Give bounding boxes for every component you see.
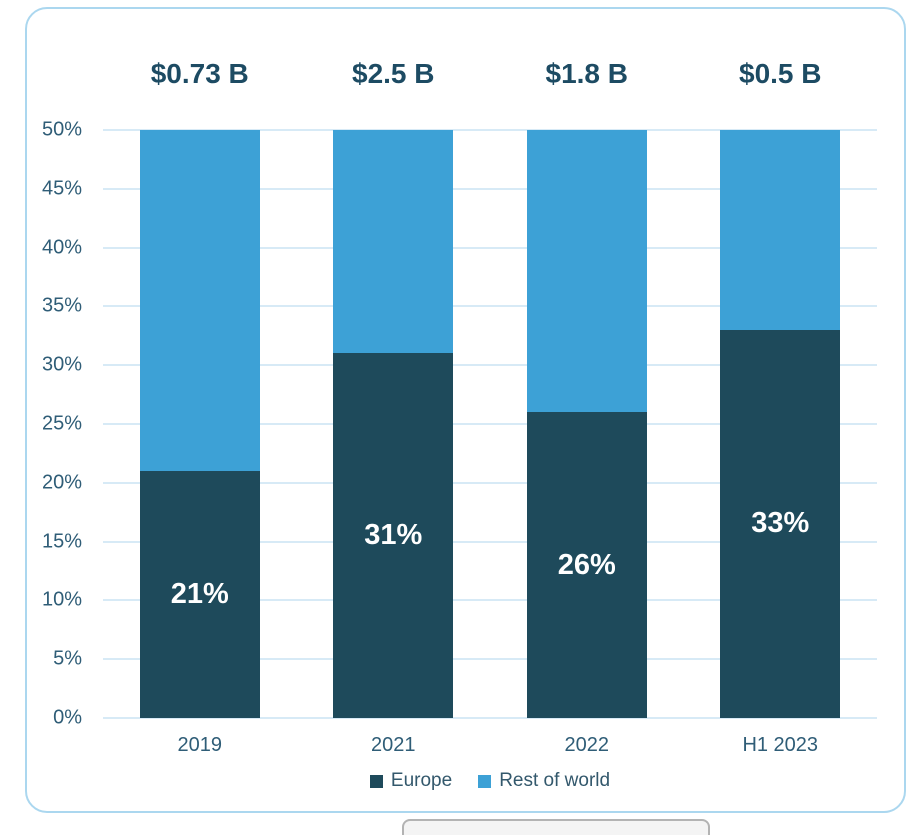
grid-line-40% xyxy=(103,246,877,249)
y-tick-label-50%: 50% xyxy=(41,118,82,141)
bar-total-labels: $0.73 B $2.5 B $1.8 B $0.5 B xyxy=(103,57,877,91)
bar-total-label-2019: $0.73 B xyxy=(150,58,249,89)
bar-column-2019: 21% xyxy=(139,130,260,718)
bar-segment-europe-2022: 26% xyxy=(526,412,647,718)
chart-card: $0.73 B $2.5 B $1.8 B $0.5 B 0% 5% 10% 15% 20% 2… xyxy=(25,7,906,813)
grid-line-45% xyxy=(103,187,877,190)
bar-value-label-2019: 21% xyxy=(170,578,229,611)
bar-total-label-2022: $1.8 B xyxy=(545,58,629,89)
grid-line-50% xyxy=(103,129,877,131)
y-tick-label-5%: 5% xyxy=(53,647,82,670)
legend-label-europe: Europe xyxy=(390,770,453,791)
bar-segment-europe-h1-2023: 33% xyxy=(720,329,841,718)
grid-line-30% xyxy=(103,364,877,367)
bar-segment-rest-of-world-2022 xyxy=(526,130,647,413)
grid-line-15% xyxy=(103,540,877,543)
legend-swatch-europe xyxy=(369,774,383,788)
grid-line-5% xyxy=(103,658,877,661)
bar-column-2022: 26% xyxy=(526,130,647,718)
legend-label-rest-of-world: Rest of world xyxy=(499,770,611,791)
x-tick-label-2019: 2019 xyxy=(177,734,223,756)
y-axis-tick-labels: 0% 5% 10% 15% 20% 25% 30% 35% 40% 45% 50% xyxy=(27,119,82,729)
bar-segment-rest-of-world-h1-2023 xyxy=(720,130,841,330)
y-tick-label-35%: 35% xyxy=(41,294,82,317)
grid-line-20% xyxy=(103,481,877,484)
partial-bottom-control[interactable] xyxy=(402,819,710,835)
grid-line-10% xyxy=(103,599,877,602)
bar-total-label-2021: $2.5 B xyxy=(352,58,435,89)
y-tick-label-15%: 15% xyxy=(41,530,82,553)
y-tick-label-0%: 0% xyxy=(53,706,82,729)
y-tick-label-25%: 25% xyxy=(41,412,82,435)
stacked-bar-plot-area: 21% 31% 26% 33% xyxy=(103,129,877,719)
bar-segment-europe-2021: 31% xyxy=(333,353,454,718)
bar-total-label-h1-2023: $0.5 B xyxy=(739,58,822,89)
bar-value-label-h1-2023: 33% xyxy=(751,507,810,540)
bar-segment-europe-2019: 21% xyxy=(139,471,260,718)
legend-item-europe: Europe xyxy=(369,770,453,792)
bar-segment-rest-of-world-2019 xyxy=(139,130,260,472)
y-tick-label-45%: 45% xyxy=(41,177,82,200)
grid-line-25% xyxy=(103,423,877,425)
bar-column-2021: 31% xyxy=(333,130,454,718)
x-tick-label-2021: 2021 xyxy=(371,734,416,756)
grid-line-0% xyxy=(103,717,877,719)
legend-item-rest-of-world: Rest of world xyxy=(478,770,610,792)
bar-column-h1-2023: 33% xyxy=(720,130,841,718)
bar-segment-rest-of-world-2021 xyxy=(333,130,454,354)
grid-line-35% xyxy=(103,305,877,308)
x-tick-label-h1-2023: H1 2023 xyxy=(742,734,819,756)
bar-value-label-2022: 26% xyxy=(557,548,616,581)
x-axis-tick-labels: 2019 2021 2022 H1 2023 xyxy=(103,732,877,758)
y-tick-label-10%: 10% xyxy=(41,588,82,611)
y-tick-label-40%: 40% xyxy=(41,236,82,259)
legend-swatch-rest-of-world xyxy=(478,774,492,788)
y-tick-label-30%: 30% xyxy=(41,353,82,376)
x-tick-label-2022: 2022 xyxy=(564,734,610,756)
y-tick-label-20%: 20% xyxy=(41,471,82,494)
bar-value-label-2021: 31% xyxy=(364,519,423,552)
chart-legend: Europe Rest of world xyxy=(103,769,877,793)
